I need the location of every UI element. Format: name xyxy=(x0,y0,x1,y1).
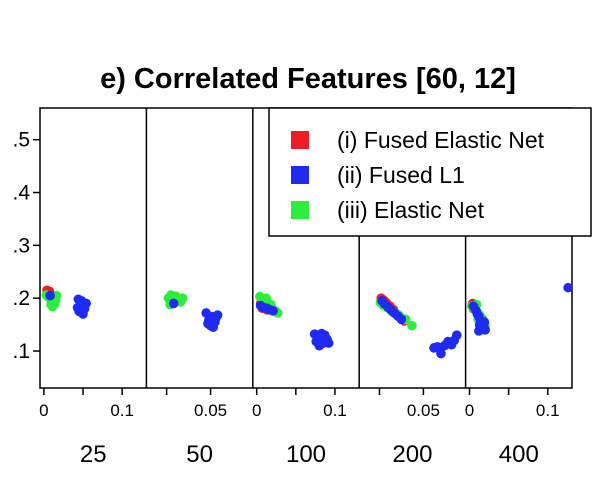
x-tick-label: 0.05 xyxy=(407,401,440,420)
data-point xyxy=(316,328,327,339)
legend-entry-label: (ii) Fused L1 xyxy=(337,162,465,188)
data-point xyxy=(436,348,446,359)
panel-label: 50 xyxy=(186,441,213,468)
panel-label: 100 xyxy=(286,441,326,468)
legend-box xyxy=(268,107,592,237)
data-point xyxy=(212,310,223,320)
plot-area: .1 .2 .3 .4 .5 0 0.1 25 0.05 50 0 0.1 100 0.05 200 0 0.1… xyxy=(12,107,573,468)
data-point xyxy=(452,330,462,340)
data-point xyxy=(323,338,334,348)
legend-swatch xyxy=(291,166,309,184)
legend: (i) Fused Elastic Net (ii) Fused L1 (iii) … xyxy=(268,107,592,237)
data-point xyxy=(78,309,88,319)
panel-label: 400 xyxy=(499,441,539,468)
data-point xyxy=(563,282,573,293)
data-point xyxy=(177,293,188,303)
x-tick-label: 0 xyxy=(465,401,474,420)
panel-label: 25 xyxy=(80,441,107,468)
data-point xyxy=(474,326,484,336)
y-tick-label: .1 xyxy=(12,340,30,363)
data-point xyxy=(396,314,407,325)
panel-label: 200 xyxy=(392,441,432,468)
x-tick-label: 0.05 xyxy=(194,401,227,420)
x-tick-label: 0 xyxy=(252,401,261,420)
y-tick-label: .2 xyxy=(12,287,30,310)
x-tick-label: 0.1 xyxy=(323,401,347,420)
y-tick-label: .5 xyxy=(12,129,30,152)
data-point xyxy=(268,306,278,316)
legend-swatch xyxy=(291,201,309,219)
x-tick-label: 0 xyxy=(39,401,48,420)
y-tick-label: .3 xyxy=(12,234,30,257)
x-tick-label: 0.1 xyxy=(536,401,560,420)
legend-swatch xyxy=(291,131,309,149)
x-tick-label: 0.1 xyxy=(110,401,134,420)
chart-title: e) Correlated Features [60, 12] xyxy=(100,63,516,95)
data-point xyxy=(208,322,219,333)
data-point xyxy=(45,290,55,301)
legend-entry-label: (iii) Elastic Net xyxy=(337,197,485,223)
data-point xyxy=(168,298,179,309)
y-tick-label: .4 xyxy=(12,182,30,205)
legend-entry-label: (i) Fused Elastic Net xyxy=(337,127,545,153)
data-point xyxy=(407,320,417,331)
data-point xyxy=(76,296,87,306)
data-point xyxy=(311,336,321,347)
